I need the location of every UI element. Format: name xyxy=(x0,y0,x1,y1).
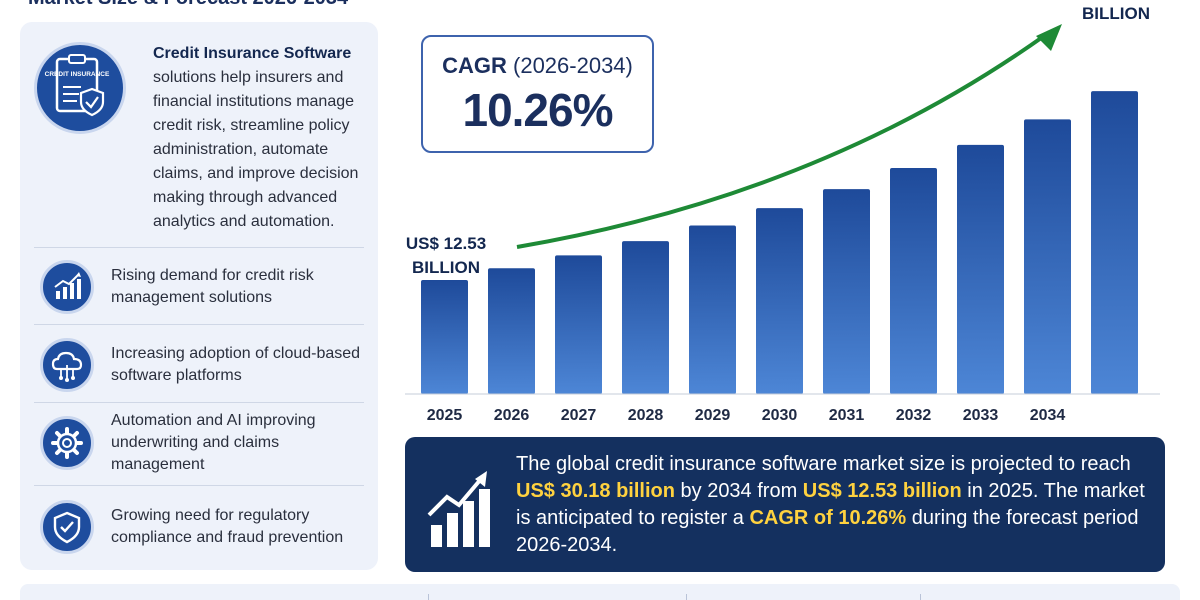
bar-2033 xyxy=(957,144,1004,394)
x-tick-label: 2031 xyxy=(829,407,865,424)
bullet-text: Rising demand for credit risk management… xyxy=(111,267,314,306)
cagr-label-bold: CAGR xyxy=(442,53,507,78)
summary-part: by 2034 from xyxy=(674,480,803,502)
bar-2027 xyxy=(555,255,602,394)
x-tick-label: 2028 xyxy=(628,407,664,424)
bullet-item: Growing need for regulatory compliance a… xyxy=(34,492,374,562)
cagr-label: CAGR (2026-2034) xyxy=(423,53,652,79)
x-tick-label: 2030 xyxy=(762,407,798,424)
summary-part: in 2025. The market is anticipated to re… xyxy=(516,480,1145,529)
x-tick-label: 2034 xyxy=(1030,407,1066,424)
bullet-item: Automation and AI improving underwriting… xyxy=(34,408,374,478)
growth-bars-icon xyxy=(425,459,495,549)
summary-text: The global credit insurance software mar… xyxy=(516,451,1156,559)
credit-insurance-document-icon: CREDIT INSURANCE xyxy=(34,42,126,134)
end-value-annotation: BILLION xyxy=(1082,4,1150,23)
growth-trend-arrow xyxy=(516,34,1046,249)
summary-part: during the forecast period 2026-2034. xyxy=(516,507,1139,556)
bar-2030 xyxy=(756,208,803,394)
shield-check-icon xyxy=(40,500,94,554)
bullet-text: Increasing adoption of cloud-based softw… xyxy=(111,345,361,384)
bullet-text: Automation and AI improving underwriting… xyxy=(111,412,316,473)
summary-box: The global credit insurance software mar… xyxy=(405,437,1165,572)
x-tick-label: 2032 xyxy=(896,407,932,424)
divider xyxy=(34,402,364,403)
intro-product-name: Credit Insurance Software xyxy=(153,45,352,62)
strip-separator xyxy=(686,594,687,600)
badge-text: CREDIT INSURANCE xyxy=(45,71,110,78)
x-tick-label: 2026 xyxy=(494,407,530,424)
bullet-text: Growing need for regulatory compliance a… xyxy=(111,507,344,546)
bar-2031 xyxy=(823,189,870,394)
bar-2029 xyxy=(689,225,736,394)
growth-trend-arrowhead xyxy=(1036,24,1062,51)
bar-2025 xyxy=(421,279,468,394)
intro-body: solutions help insurers and financial in… xyxy=(153,69,359,230)
strip-separator xyxy=(920,594,921,600)
cagr-label-period: (2026-2034) xyxy=(506,53,633,78)
bar-2032 xyxy=(890,168,937,394)
x-tick-label: 2025 xyxy=(427,407,463,424)
x-tick-label: 2027 xyxy=(561,407,597,424)
divider xyxy=(34,324,364,325)
bullet-item: Increasing adoption of cloud-based softw… xyxy=(34,330,374,400)
intro-section: CREDIT INSURANCE Credit Insurance Softwa… xyxy=(34,42,374,252)
bar-2034 xyxy=(1024,119,1071,394)
x-tick-label: 2033 xyxy=(963,407,999,424)
summary-highlight-2034-value: US$ 30.18 billion xyxy=(516,480,675,502)
growth-chart-icon xyxy=(40,260,94,314)
intro-description: Credit Insurance Software solutions help… xyxy=(153,42,373,234)
divider xyxy=(34,247,364,248)
start-value-annotation: US$ 12.53 BILLION xyxy=(396,232,496,280)
summary-highlight-2025-value: US$ 12.53 billion xyxy=(802,480,962,502)
left-panel: CREDIT INSURANCE Credit Insurance Softwa… xyxy=(20,22,378,570)
gear-icon xyxy=(40,416,94,470)
divider xyxy=(34,485,364,486)
summary-part: The global credit insurance software mar… xyxy=(516,453,1131,475)
bar-2026 xyxy=(488,268,535,394)
cagr-box: CAGR (2026-2034) 10.26% xyxy=(421,35,654,153)
bar-2028 xyxy=(622,241,669,394)
bullet-item: Rising demand for credit risk management… xyxy=(34,252,374,322)
cagr-value: 10.26% xyxy=(462,84,613,136)
x-tick-label: 2029 xyxy=(695,407,731,424)
page-title: Market Size & Forecast 2026-2034 xyxy=(28,0,348,10)
start-value-line1: US$ 12.53 xyxy=(405,234,487,253)
bottom-strip xyxy=(20,584,1180,600)
bar-2035 xyxy=(1091,91,1138,394)
cloud-icon xyxy=(40,338,94,392)
start-value-line2: BILLION xyxy=(412,258,480,277)
summary-highlight-cagr: CAGR of 10.26% xyxy=(749,507,907,529)
strip-separator xyxy=(428,594,429,600)
